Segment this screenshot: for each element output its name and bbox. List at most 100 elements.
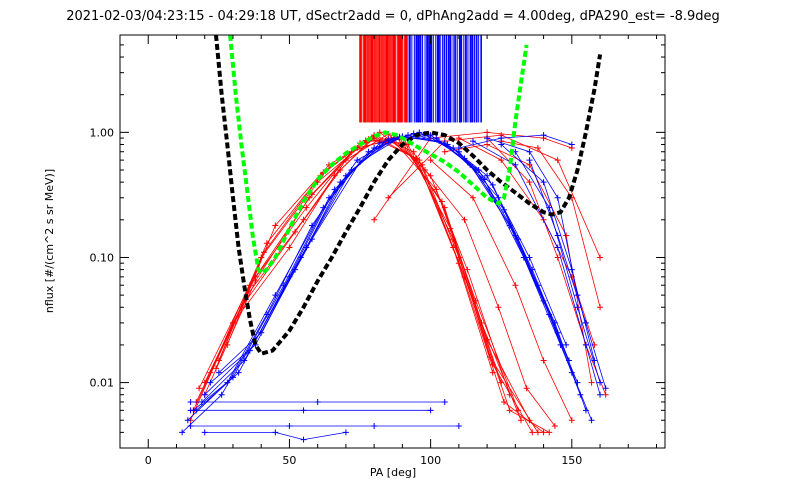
red-series-line	[501, 140, 601, 308]
blue-data-point	[376, 140, 383, 147]
blue-series-line	[210, 137, 587, 411]
y-tick-label: 1.00	[90, 126, 115, 139]
blue-data-point	[469, 138, 476, 145]
y-tick-label: 0.10	[90, 251, 115, 264]
red-data-point	[213, 365, 220, 372]
red-data-point	[450, 244, 457, 251]
blue-data-point	[526, 148, 533, 155]
blue-series-line	[204, 431, 346, 441]
plot-frame	[119, 34, 666, 449]
blue-series-line	[195, 131, 573, 411]
blue-series-line	[458, 134, 572, 149]
blue-data-point	[179, 429, 186, 436]
blue-data-point	[272, 429, 279, 436]
blue-data-point	[300, 407, 307, 414]
blue-data-point	[554, 244, 561, 251]
red-data-point	[602, 391, 609, 398]
blue-data-point	[441, 140, 448, 147]
red-data-point	[447, 225, 454, 232]
blue-data-point	[481, 176, 488, 183]
blue-data-point	[498, 135, 505, 142]
red-data-point	[498, 157, 505, 164]
x-tick-label: 150	[561, 454, 582, 467]
red-data-point	[568, 417, 575, 424]
green-fit-curve	[228, 35, 529, 276]
blue-data-point	[342, 429, 349, 436]
red-data-point	[526, 417, 533, 424]
blue-data-point	[597, 391, 604, 398]
red-data-point	[540, 357, 547, 364]
red-data-point	[455, 135, 462, 142]
y-tick-label: 0.01	[90, 377, 115, 390]
red-data-point	[512, 282, 519, 289]
plot-area	[179, 35, 609, 443]
red-data-point	[529, 429, 536, 436]
blue-data-point	[455, 144, 462, 151]
blue-data-point	[371, 144, 378, 151]
blue-data-point	[201, 429, 208, 436]
blue-data-point	[229, 374, 236, 381]
red-data-point	[523, 385, 530, 392]
blue-data-point	[286, 422, 293, 429]
blue-data-point	[557, 341, 564, 348]
red-data-point	[526, 179, 533, 186]
red-data-point	[472, 297, 479, 304]
blue-data-point	[540, 132, 547, 139]
red-data-point	[306, 194, 313, 201]
x-tick-label: 100	[420, 454, 441, 467]
blue-data-point	[337, 179, 344, 186]
red-series-line	[486, 137, 607, 395]
red-series	[187, 129, 609, 436]
blue-data-point	[371, 422, 378, 429]
y-axis: 0.01 0.10 1.00	[90, 34, 665, 449]
red-series-line	[215, 140, 539, 433]
red-data-point	[597, 254, 604, 261]
red-data-point	[385, 194, 392, 201]
blue-data-point	[484, 135, 491, 142]
blue-data-point	[540, 179, 547, 186]
red-data-point	[495, 304, 502, 311]
blue-data-point	[461, 155, 468, 162]
blue-data-point	[300, 436, 307, 443]
red-data-point	[588, 379, 595, 386]
red-data-point	[534, 429, 541, 436]
red-data-point	[501, 398, 508, 405]
blue-series-line	[514, 151, 601, 383]
blue-data-point	[187, 422, 194, 429]
blue-data-point	[484, 172, 491, 179]
red-data-point	[421, 167, 428, 174]
red-data-point	[517, 417, 524, 424]
red-data-point	[554, 157, 561, 164]
blue-data-point	[450, 144, 457, 151]
blue-data-point	[241, 357, 248, 364]
chart-title: 2021-02-03/04:23:15 - 04:29:18 UT, dSect…	[66, 9, 720, 24]
blue-data-point	[582, 341, 589, 348]
red-data-point	[303, 204, 310, 211]
blue-data-point	[433, 135, 440, 142]
red-data-point	[506, 407, 513, 414]
blue-data-point	[526, 254, 533, 261]
blue-data-point	[235, 369, 242, 376]
blue-data-point	[597, 379, 604, 386]
x-axis-label: PA [deg]	[370, 466, 416, 479]
red-data-point	[484, 141, 491, 148]
red-data-point	[534, 144, 541, 151]
red-data-point	[597, 304, 604, 311]
red-data-point	[196, 385, 203, 392]
blue-data-point	[582, 319, 589, 326]
red-series-line	[193, 131, 502, 411]
blue-vertical-markers	[408, 35, 482, 123]
blue-data-point	[187, 398, 194, 405]
red-data-point	[441, 204, 448, 211]
red-data-point	[484, 129, 491, 136]
blue-data-point	[215, 369, 222, 376]
blue-data-point	[498, 141, 505, 148]
red-series-line	[195, 133, 511, 403]
red-data-point	[427, 157, 434, 164]
blue-series-line	[529, 159, 607, 389]
blue-data-point	[489, 181, 496, 188]
x-tick-label: 50	[282, 454, 296, 467]
blue-data-point	[568, 141, 575, 148]
blue-data-point	[526, 157, 533, 164]
blue-data-point	[314, 398, 321, 405]
